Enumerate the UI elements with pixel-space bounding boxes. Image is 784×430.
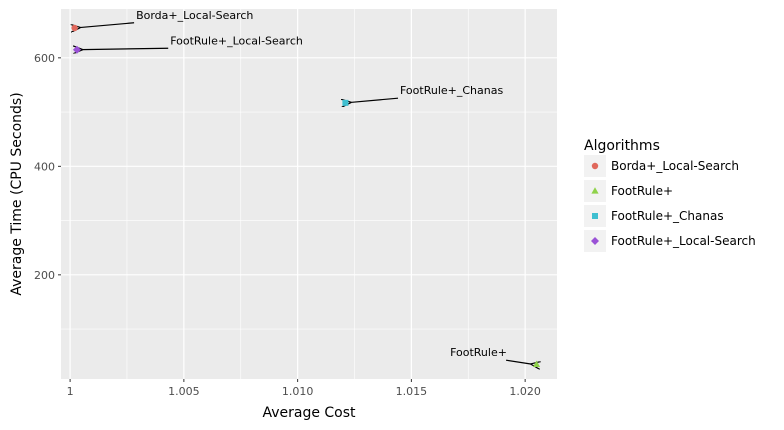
data-point [71, 24, 78, 32]
annotation-arrow [350, 97, 399, 102]
x-tick-label: 1.010 [282, 385, 314, 398]
annotation-label: Borda+_Local-Search [136, 9, 253, 22]
y-axis-title: Average Time (CPU Seconds) [9, 92, 25, 295]
legend-label: FootRule+_Local-Search [611, 234, 756, 248]
legend: Algorithms Borda+_Local-Search FootRule+ F… [584, 138, 756, 252]
plot-panel [61, 9, 557, 379]
x-axis-title: Average Cost [262, 405, 356, 421]
y-tick-label: 200 [34, 269, 55, 282]
data-points [71, 24, 541, 367]
annotation-label: FootRule+_Chanas [400, 84, 503, 97]
grid-minor [61, 9, 557, 379]
annotation-label: FootRule+_Local-Search [170, 34, 303, 47]
x-tick-label: 1.020 [509, 385, 541, 398]
x-tick-label: 1 [67, 385, 74, 398]
data-point [72, 45, 81, 54]
x-tick-label: 1.005 [168, 385, 200, 398]
annotation-arrow [80, 22, 135, 28]
data-point [532, 360, 541, 367]
x-axis-ticks: 1 1.005 1.010 1.015 1.020 [67, 379, 541, 398]
legend-title: Algorithms [584, 138, 660, 154]
y-tick-label: 600 [34, 52, 55, 65]
annotations: Borda+_Local-Search FootRule+ FootRule+_Ch… [80, 9, 532, 364]
data-point [342, 99, 349, 106]
legend-label: Borda+_Local-Search [611, 159, 739, 173]
x-tick-label: 1.015 [396, 385, 428, 398]
annotation-arrow [82, 48, 169, 49]
legend-label: FootRule+ [611, 184, 673, 198]
legend-key [592, 213, 598, 219]
annotation-arrow [505, 359, 531, 364]
legend-key [591, 187, 599, 194]
legend-label: FootRule+_Chanas [611, 209, 724, 223]
grid-major [61, 9, 557, 379]
legend-key [591, 162, 599, 170]
y-axis-ticks: 200 400 600 [34, 52, 61, 282]
y-tick-label: 400 [34, 160, 55, 173]
annotation-label: FootRule+ [450, 346, 507, 359]
legend-key [591, 237, 599, 245]
legend-items: Borda+_Local-Search FootRule+ FootRule+_Ch… [584, 155, 756, 252]
